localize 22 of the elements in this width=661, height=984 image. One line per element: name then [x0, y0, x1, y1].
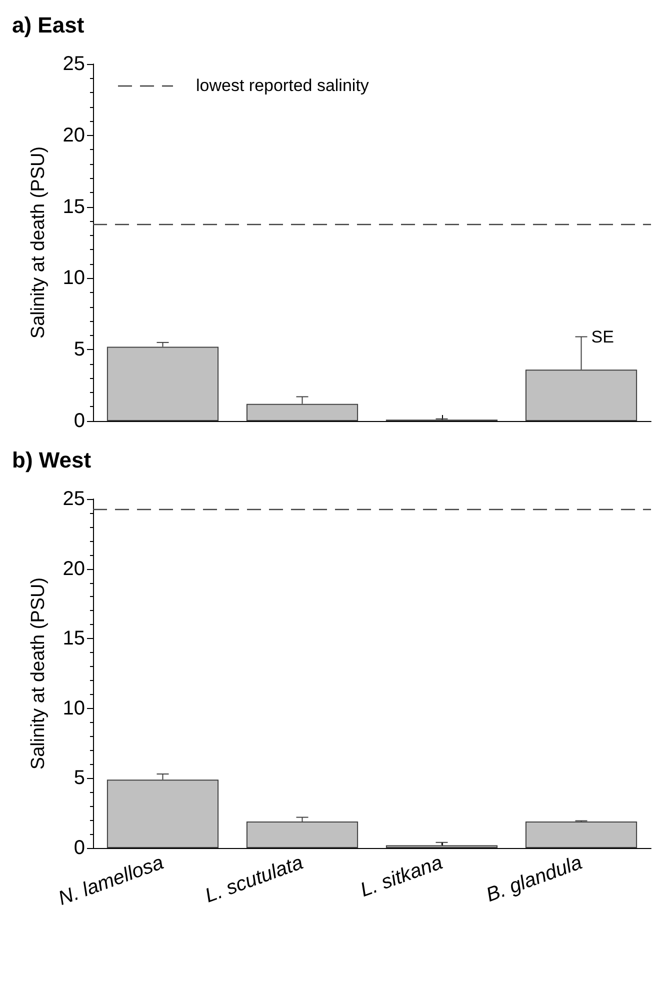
bar — [106, 346, 219, 421]
y-tick-label: 25 — [62, 53, 85, 75]
annotation: SE — [591, 328, 614, 347]
y-tick-label: 15 — [62, 628, 85, 650]
y-tick-label: 10 — [62, 267, 85, 290]
legend-label: lowest reported salinity — [196, 76, 370, 95]
y-axis-title: Salinity at death (PSU) — [28, 146, 49, 339]
y-tick-label: 0 — [74, 837, 85, 859]
y-tick-label: 25 — [62, 488, 85, 510]
y-tick-label: 5 — [74, 338, 85, 361]
y-tick-label: 20 — [62, 124, 85, 146]
chart-title: a) East — [12, 12, 85, 38]
y-tick-label: 5 — [74, 767, 85, 790]
bar — [246, 821, 358, 848]
bar — [525, 821, 638, 848]
y-tick-label: 15 — [62, 196, 85, 218]
y-tick-label: 0 — [74, 410, 85, 432]
chart-title: b) West — [12, 448, 92, 472]
y-tick-label: 10 — [62, 697, 85, 720]
y-tick-label: 20 — [62, 558, 85, 580]
y-axis-title: Salinity at death (PSU) — [28, 577, 49, 770]
x-tick-label: L. sitkana — [358, 852, 446, 902]
